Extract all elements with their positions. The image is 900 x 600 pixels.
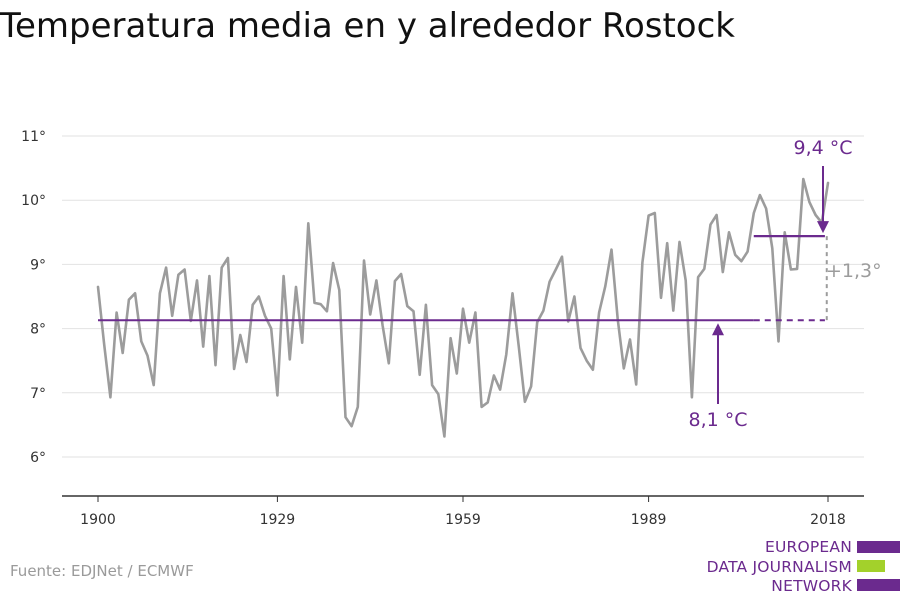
baseline-arrowhead <box>712 323 724 336</box>
gridlines <box>62 135 864 458</box>
logo-line-1: EUROPEAN <box>764 538 852 556</box>
chart-title: Temperatura media en y alrededor Rostock <box>0 6 735 46</box>
x-tick-label: 1989 <box>631 512 667 528</box>
x-tick-label: 1900 <box>80 512 116 528</box>
y-tick-label: 10° <box>21 193 46 209</box>
logo-line-3: NETWORK <box>771 577 852 595</box>
x-tick-label: 2018 <box>810 512 846 528</box>
x-axis: 1900 1929 1959 1989 2018 <box>62 495 864 528</box>
y-axis-ticks: 6° 7° 8° 9° 10° 11° <box>21 129 46 466</box>
temperature-series-line <box>96 177 830 438</box>
difference-label: +1,3° <box>826 260 882 282</box>
recent-mean-label: 9,4 °C <box>793 137 852 159</box>
annotations: 8,1 °C 9,4 °C +1,3° <box>688 137 881 431</box>
logo-bar-purple-top <box>857 541 900 553</box>
logo-bar-green <box>857 560 885 572</box>
logo-line-2: DATA JOURNALISM <box>706 558 852 576</box>
y-tick-label: 8° <box>30 322 46 338</box>
x-tick-label: 1929 <box>260 512 296 528</box>
y-tick-label: 7° <box>30 386 46 402</box>
edjnet-logo: EUROPEAN DATA JOURNALISM NETWORK <box>700 536 900 600</box>
x-tick-label: 1959 <box>445 512 481 528</box>
y-tick-label: 9° <box>30 257 46 273</box>
series-layer <box>96 177 830 438</box>
baseline-mean-label: 8,1 °C <box>688 409 747 431</box>
y-tick-label: 11° <box>21 129 46 145</box>
logo-bar-purple-bottom <box>857 579 900 591</box>
recent-arrowhead <box>817 221 829 234</box>
reference-lines <box>98 235 828 322</box>
y-tick-label: 6° <box>30 450 46 466</box>
source-note: Fuente: EDJNet / ECMWF <box>10 562 194 580</box>
